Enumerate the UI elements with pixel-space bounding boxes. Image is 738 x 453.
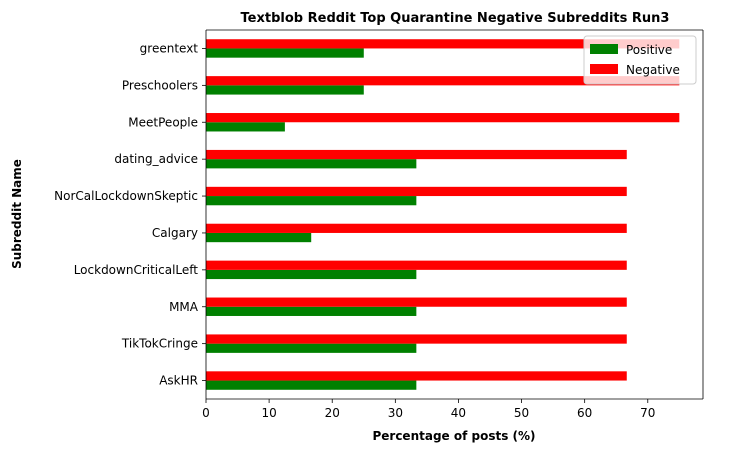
- y-tick-label-greentext: greentext: [140, 41, 199, 55]
- y-tick-label-dating-advice: dating_advice: [114, 152, 198, 166]
- y-tick-label-norcallockdownskeptic: NorCalLockdownSkeptic: [54, 189, 198, 203]
- x-tick-label-30: 30: [388, 406, 403, 420]
- x-tick-label-50: 50: [514, 406, 529, 420]
- y-tick-label-meetpeople: MeetPeople: [128, 115, 198, 129]
- legend-swatch-negative: [590, 64, 618, 74]
- bar-negative-askhr: [206, 371, 627, 381]
- bar-negative-preschoolers: [206, 76, 680, 86]
- plot-area: [206, 39, 680, 390]
- legend-swatch-positive: [590, 44, 618, 54]
- bar-negative-meetpeople: [206, 113, 680, 123]
- y-tick-label-lockdowncriticalleft: LockdownCriticalLeft: [74, 263, 199, 277]
- bar-positive-askhr: [206, 380, 417, 390]
- bar-positive-norcallockdownskeptic: [206, 196, 417, 206]
- y-tick-label-askhr: AskHR: [159, 374, 198, 388]
- y-tick-label-mma: MMA: [169, 300, 199, 314]
- bar-positive-lockdowncriticalleft: [206, 269, 417, 280]
- bar-negative-greentext: [206, 39, 680, 49]
- x-axis-label: Percentage of posts (%): [372, 429, 535, 443]
- bar-positive-mma: [206, 306, 417, 316]
- legend: Positive Negative: [583, 35, 697, 85]
- legend-label-negative: Negative: [626, 63, 680, 77]
- axes: 0 10 20 30 40 50 60 70 AskHR TikTokCringe MMA Lockd…: [54, 29, 704, 420]
- x-tick-label-40: 40: [451, 406, 466, 420]
- y-axis-label: Subreddit Name: [10, 159, 24, 269]
- x-tick-label-20: 20: [325, 406, 340, 420]
- bar-positive-tiktokcringe: [206, 343, 417, 353]
- x-tick-label-10: 10: [261, 406, 276, 420]
- y-tick-label-preschoolers: Preschoolers: [122, 78, 198, 92]
- bar-positive-meetpeople: [206, 122, 285, 132]
- x-tick-label-60: 60: [577, 406, 592, 420]
- bar-negative-mma: [206, 297, 627, 307]
- x-tick-label-70: 70: [640, 406, 655, 420]
- bar-positive-dating-advice: [206, 159, 417, 169]
- bar-negative-calgary: [206, 223, 627, 233]
- y-tick-label-tiktokcringe: TikTokCringe: [121, 337, 198, 351]
- bar-negative-dating-advice: [206, 149, 627, 160]
- y-tick-label-calgary: Calgary: [152, 226, 198, 240]
- bar-negative-norcallockdownskeptic: [206, 186, 627, 197]
- bar-positive-preschoolers: [206, 85, 364, 95]
- bar-positive-calgary: [206, 232, 312, 243]
- legend-label-positive: Positive: [626, 43, 672, 57]
- chart-title: Textblob Reddit Top Quarantine Negative …: [241, 11, 670, 26]
- bar-negative-lockdowncriticalleft: [206, 260, 627, 270]
- bar-negative-tiktokcringe: [206, 334, 627, 344]
- bar-positive-greentext: [206, 48, 364, 58]
- x-tick-label-0: 0: [202, 406, 210, 420]
